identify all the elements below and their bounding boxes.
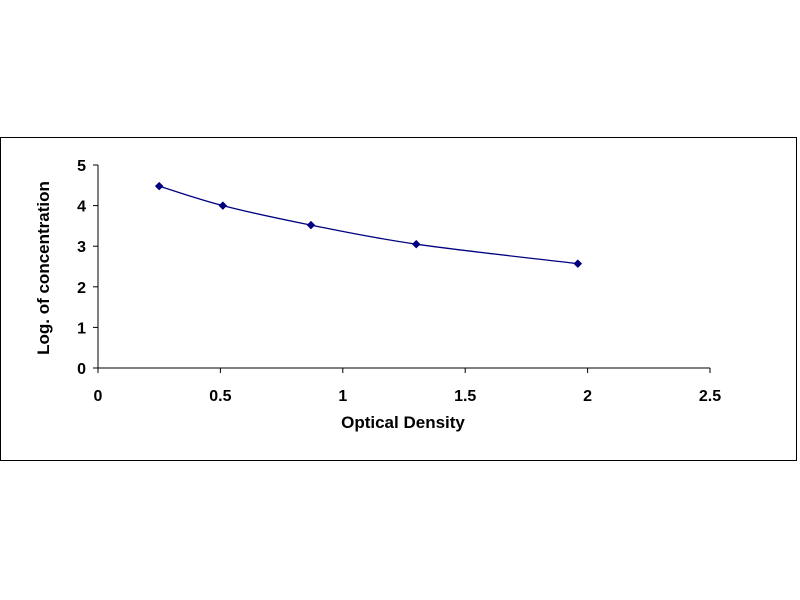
y-tick-label: 1 <box>77 320 86 337</box>
data-point <box>218 201 228 210</box>
x-tick-label: 2.5 <box>699 388 721 405</box>
series-line <box>159 185 578 265</box>
data-points <box>154 181 583 269</box>
y-axis-title: Log. of concentration <box>34 181 53 355</box>
y-tick-label: 2 <box>77 280 86 297</box>
x-tick-label: 1 <box>338 388 347 405</box>
data-point <box>411 239 421 249</box>
axes <box>93 164 711 373</box>
tick-labels: 0 0.5 1 1.5 2 2.5 0 1 2 3 4 5 <box>77 158 721 405</box>
trend-curve <box>159 185 578 265</box>
x-tick-label: 0 <box>94 388 103 405</box>
data-point <box>573 259 583 269</box>
x-tick-label: 2 <box>583 388 592 405</box>
x-tick-label: 1.5 <box>454 388 476 405</box>
data-point <box>154 181 164 191</box>
y-tick-label: 5 <box>77 158 86 175</box>
data-point <box>306 220 316 230</box>
y-tick-label: 3 <box>77 239 86 256</box>
y-tick-label: 4 <box>77 199 86 216</box>
y-tick-label: 0 <box>77 361 86 378</box>
x-axis-title: Optical Density <box>341 413 465 432</box>
chart-area <box>0 137 797 461</box>
x-tick-label: 0.5 <box>209 388 231 405</box>
